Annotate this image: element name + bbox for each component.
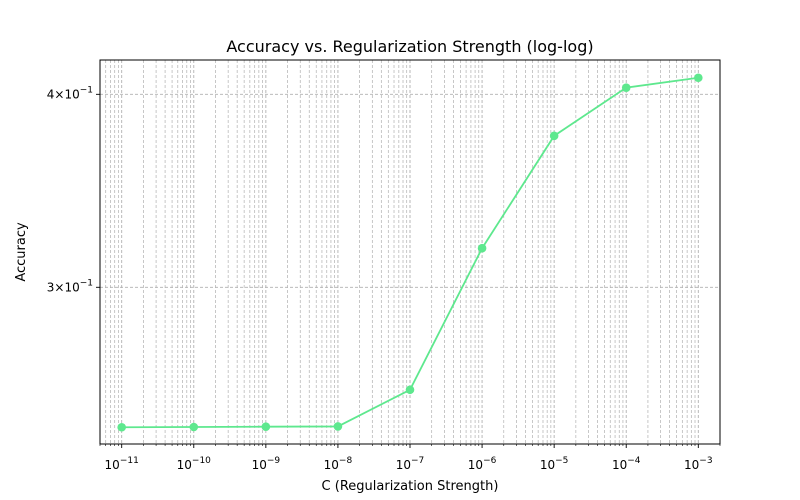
grid [99,60,721,444]
x-tick-exponent: −11 [120,456,139,466]
x-tick-exponent: −5 [555,456,568,466]
y-tick-mantissa: 3 [47,280,55,294]
y-tick-label: 4×10−1 [47,85,93,101]
x-tick-exponent: −6 [483,456,497,466]
data-point [477,243,487,253]
y-tick-exponent: −1 [80,85,93,95]
x-tick-label: 10−9 [252,456,281,472]
x-tick-label: 10−8 [324,456,353,472]
y-tick-exponent: −1 [80,278,93,288]
x-tick-exponent: −10 [192,456,211,466]
x-tick-label: 10−10 [177,456,212,472]
y-tick-label: 3×10−1 [47,278,93,294]
data-point [117,422,126,432]
chart-title: Accuracy vs. Regularization Strength (lo… [226,37,593,56]
y-tick-mantissa: 4 [47,87,55,101]
x-tick-base: 10 [684,458,699,472]
data-point [189,422,199,432]
y-axis-label: Accuracy [14,222,29,282]
x-axis-label: C (Regularization Strength) [322,479,499,494]
x-tick-label: 10−5 [540,456,569,472]
y-tick-base: ×10 [54,87,79,101]
x-tick-base: 10 [396,458,411,472]
x-tick-label: 10−6 [468,456,497,472]
x-tick-base: 10 [105,458,120,472]
ticks: 3×10−14×10−110−11 10−10 10−9 10−8 10−7 10−6 10… [47,85,721,472]
x-tick-exponent: −9 [267,456,281,466]
data-point [261,422,271,432]
x-tick-label: 10−3 [684,456,713,472]
x-tick-base: 10 [324,458,339,472]
x-tick-base: 10 [540,458,555,472]
x-tick-exponent: −3 [699,456,712,466]
x-tick-exponent: −8 [339,456,353,466]
x-tick-exponent: −7 [411,456,424,466]
y-tick-base: ×10 [54,280,79,294]
x-tick-label: 10−11 [105,456,139,472]
x-tick-base: 10 [252,458,267,472]
x-tick-exponent: −4 [627,456,641,466]
x-tick-base: 10 [612,458,627,472]
x-tick-label: 10−7 [396,456,425,472]
data-point [694,73,703,83]
x-tick-base: 10 [468,458,483,472]
x-tick-label: 10−4 [612,456,641,472]
data-point [621,83,631,92]
data-point [549,131,559,141]
data-point [405,385,415,395]
series-layer [117,73,703,432]
data-point [333,422,343,431]
x-tick-base: 10 [177,458,192,472]
